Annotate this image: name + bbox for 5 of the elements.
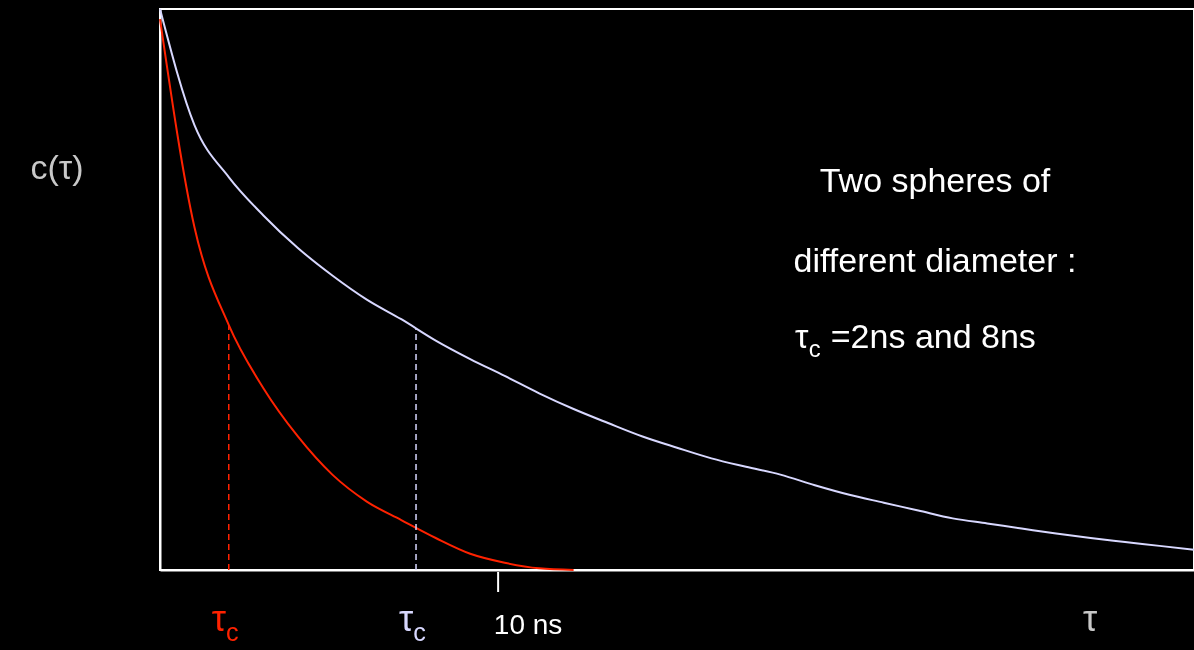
annotation: Two spheres of (819, 161, 1051, 199)
annotation: different diameter : (793, 241, 1077, 279)
y-axis-title: c(τ) (30, 148, 84, 186)
x-axis-title: τ (1082, 598, 1098, 639)
text: 10 ns (493, 609, 563, 640)
